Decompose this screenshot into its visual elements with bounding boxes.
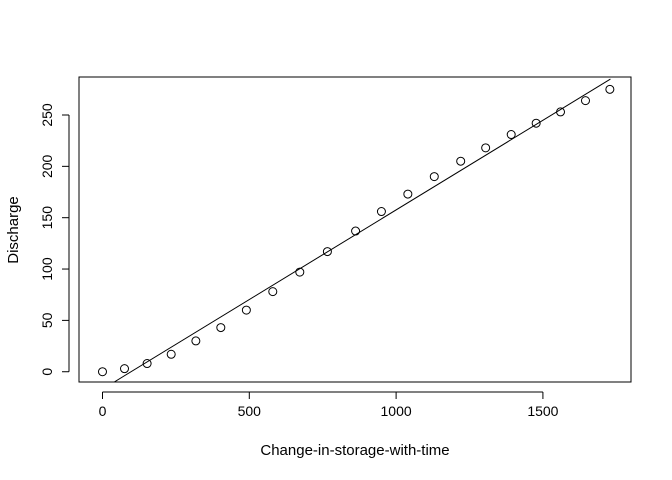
plot-frame	[78, 76, 632, 383]
x-tick-label: 500	[238, 403, 262, 419]
x-axis: 0 500 1000 1500	[99, 391, 559, 419]
fit-line-layer	[113, 78, 611, 383]
data-point	[97, 367, 107, 377]
y-tick-label: 100	[39, 257, 55, 281]
x-tick-label: 0	[99, 403, 107, 419]
x-tick-label: 1000	[381, 403, 412, 419]
data-point	[556, 107, 566, 117]
data-point	[376, 207, 386, 217]
data-point	[268, 287, 278, 297]
data-point	[403, 189, 413, 199]
data-point	[216, 323, 226, 333]
x-axis-label: Change-in-storage-with-time	[260, 442, 449, 459]
data-point	[429, 172, 439, 182]
data-point	[241, 305, 251, 315]
y-axis-label: Discharge	[5, 196, 22, 264]
data-points	[97, 84, 615, 377]
data-point	[531, 118, 541, 128]
y-tick-label: 150	[39, 206, 55, 230]
y-tick-label: 50	[39, 312, 55, 328]
data-point	[295, 267, 305, 277]
data-point	[481, 143, 491, 153]
y-tick-label: 250	[39, 103, 55, 127]
data-point	[580, 96, 590, 106]
data-point	[351, 226, 361, 236]
data-point	[506, 130, 516, 140]
fit-line	[113, 78, 611, 383]
data-point	[191, 336, 201, 346]
x-tick-label: 1500	[527, 403, 558, 419]
data-point	[120, 364, 130, 374]
data-point	[166, 349, 176, 359]
data-point	[456, 156, 466, 166]
data-point	[322, 247, 332, 257]
y-tick-label: 200	[39, 154, 55, 178]
y-tick-label: 0	[39, 368, 55, 376]
data-point	[605, 84, 615, 94]
data-point	[142, 359, 152, 369]
y-axis: 0 50 100 150 200 250	[39, 103, 70, 376]
